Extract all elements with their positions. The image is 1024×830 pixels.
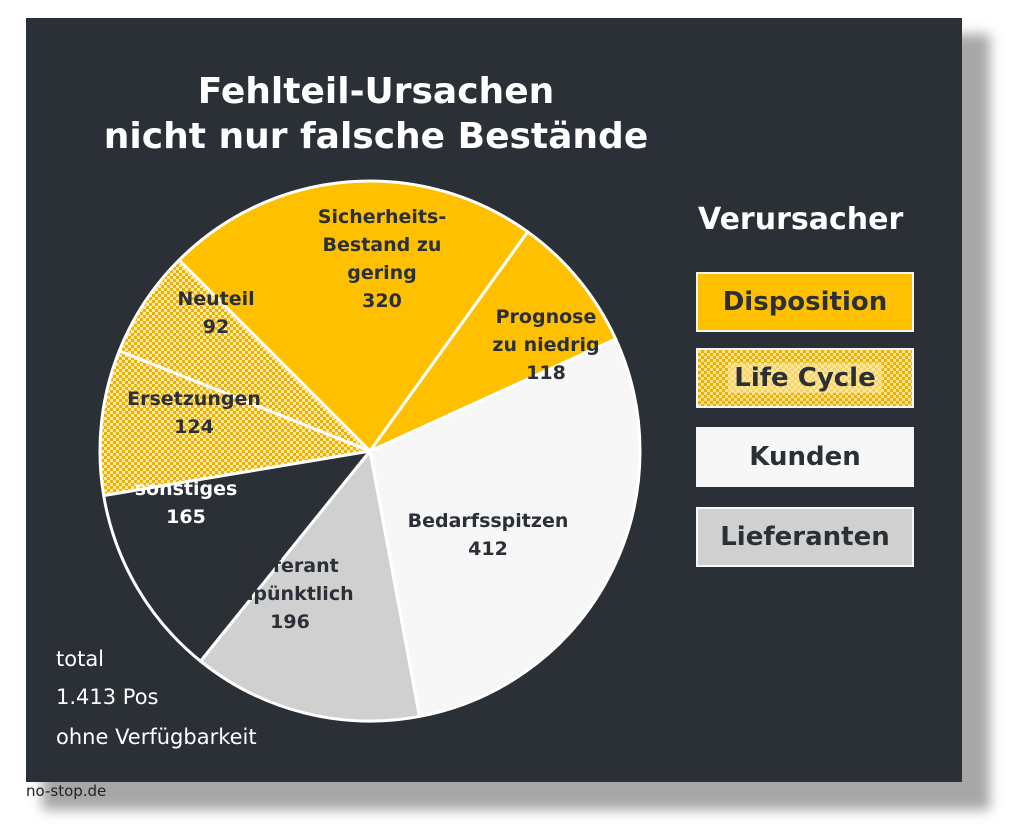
- pie-slice-name: Bestand zu: [323, 234, 442, 256]
- pie-slice-label: Lieferant unpünktlich 196: [226, 555, 353, 633]
- legend-item-lieferanten: Lieferanten: [696, 507, 914, 567]
- pie-slice-value: 320: [362, 290, 402, 312]
- pie-slice-sonstiges: [102, 449, 372, 663]
- pie-slice-name: Prognose: [496, 306, 597, 328]
- pie-slice-prognose-zu-niedrig: [368, 230, 618, 453]
- pie-slice-name: Sicherheits-: [318, 206, 446, 228]
- footnote-total: total: [56, 647, 105, 671]
- pie-slice-value: 412: [468, 538, 508, 560]
- watermark: no-stop.de: [26, 782, 107, 800]
- pie-slice-value: 124: [174, 416, 214, 438]
- pie-slice-name: gering: [347, 262, 417, 284]
- chart-title-line-2: nicht nur falsche Bestände: [103, 116, 649, 157]
- pie-slice-label: Ersetzungen 124: [127, 388, 261, 438]
- legend-item-kunden: Kunden: [696, 427, 914, 487]
- legend-label-disposition: Disposition: [722, 287, 888, 317]
- pie-slice-value: 165: [166, 506, 206, 528]
- pie-slice-value: 118: [526, 362, 566, 384]
- pie-slice-sicherheits-bestand-zu-gering: [177, 179, 530, 453]
- legend-label-lieferanten: Lieferanten: [720, 522, 890, 552]
- footnote-count: 1.413 Pos: [56, 685, 159, 709]
- pie-chart: Bedarfsspitzen 412 Lieferant unpünktlich 196…: [98, 179, 642, 723]
- pie-slice-name: sonstiges: [135, 478, 238, 500]
- pie-slice-label: Neuteil 92: [177, 288, 254, 338]
- chart-title-line-1: Fehlteil-Ursachen: [197, 71, 555, 112]
- pie-slice-ersetzungen: [98, 349, 372, 498]
- pie-slice-label: Prognose zu niedrig 118: [492, 306, 599, 384]
- pie-slice-value: 92: [203, 316, 229, 338]
- pie-slice-name: Lieferant: [241, 555, 338, 577]
- pie-slice-name: Ersetzungen: [127, 388, 261, 410]
- pie-slice-label: Sicherheits- Bestand zu gering 320: [318, 206, 446, 312]
- pie-slice-name: unpünktlich: [226, 583, 353, 605]
- pie-slice-value: 196: [270, 611, 310, 633]
- pie-slice-name: Neuteil: [177, 288, 254, 310]
- pie-slice-label: sonstiges 165: [135, 478, 238, 528]
- legend-item-life-cycle: Life Cycle: [696, 348, 914, 408]
- pie-slice-lieferant-unpünktlich: [199, 449, 421, 723]
- chart-panel: Fehlteil-Ursachen nicht nur falsche Best…: [26, 18, 962, 782]
- legend-item-disposition: Disposition: [696, 272, 914, 332]
- legend-label-life-cycle: Life Cycle: [728, 363, 882, 393]
- pie-slice-label: Bedarfsspitzen 412: [408, 510, 569, 560]
- legend-label-kunden: Kunden: [749, 442, 861, 472]
- footnote-qualifier: ohne Verfügbarkeit: [56, 725, 257, 749]
- pie-slice-name: zu niedrig: [492, 334, 599, 356]
- legend-title: Verursacher: [698, 202, 904, 237]
- pie-slice-bedarfsspitzen: [368, 337, 642, 718]
- pie-slice-name: Bedarfsspitzen: [408, 510, 569, 532]
